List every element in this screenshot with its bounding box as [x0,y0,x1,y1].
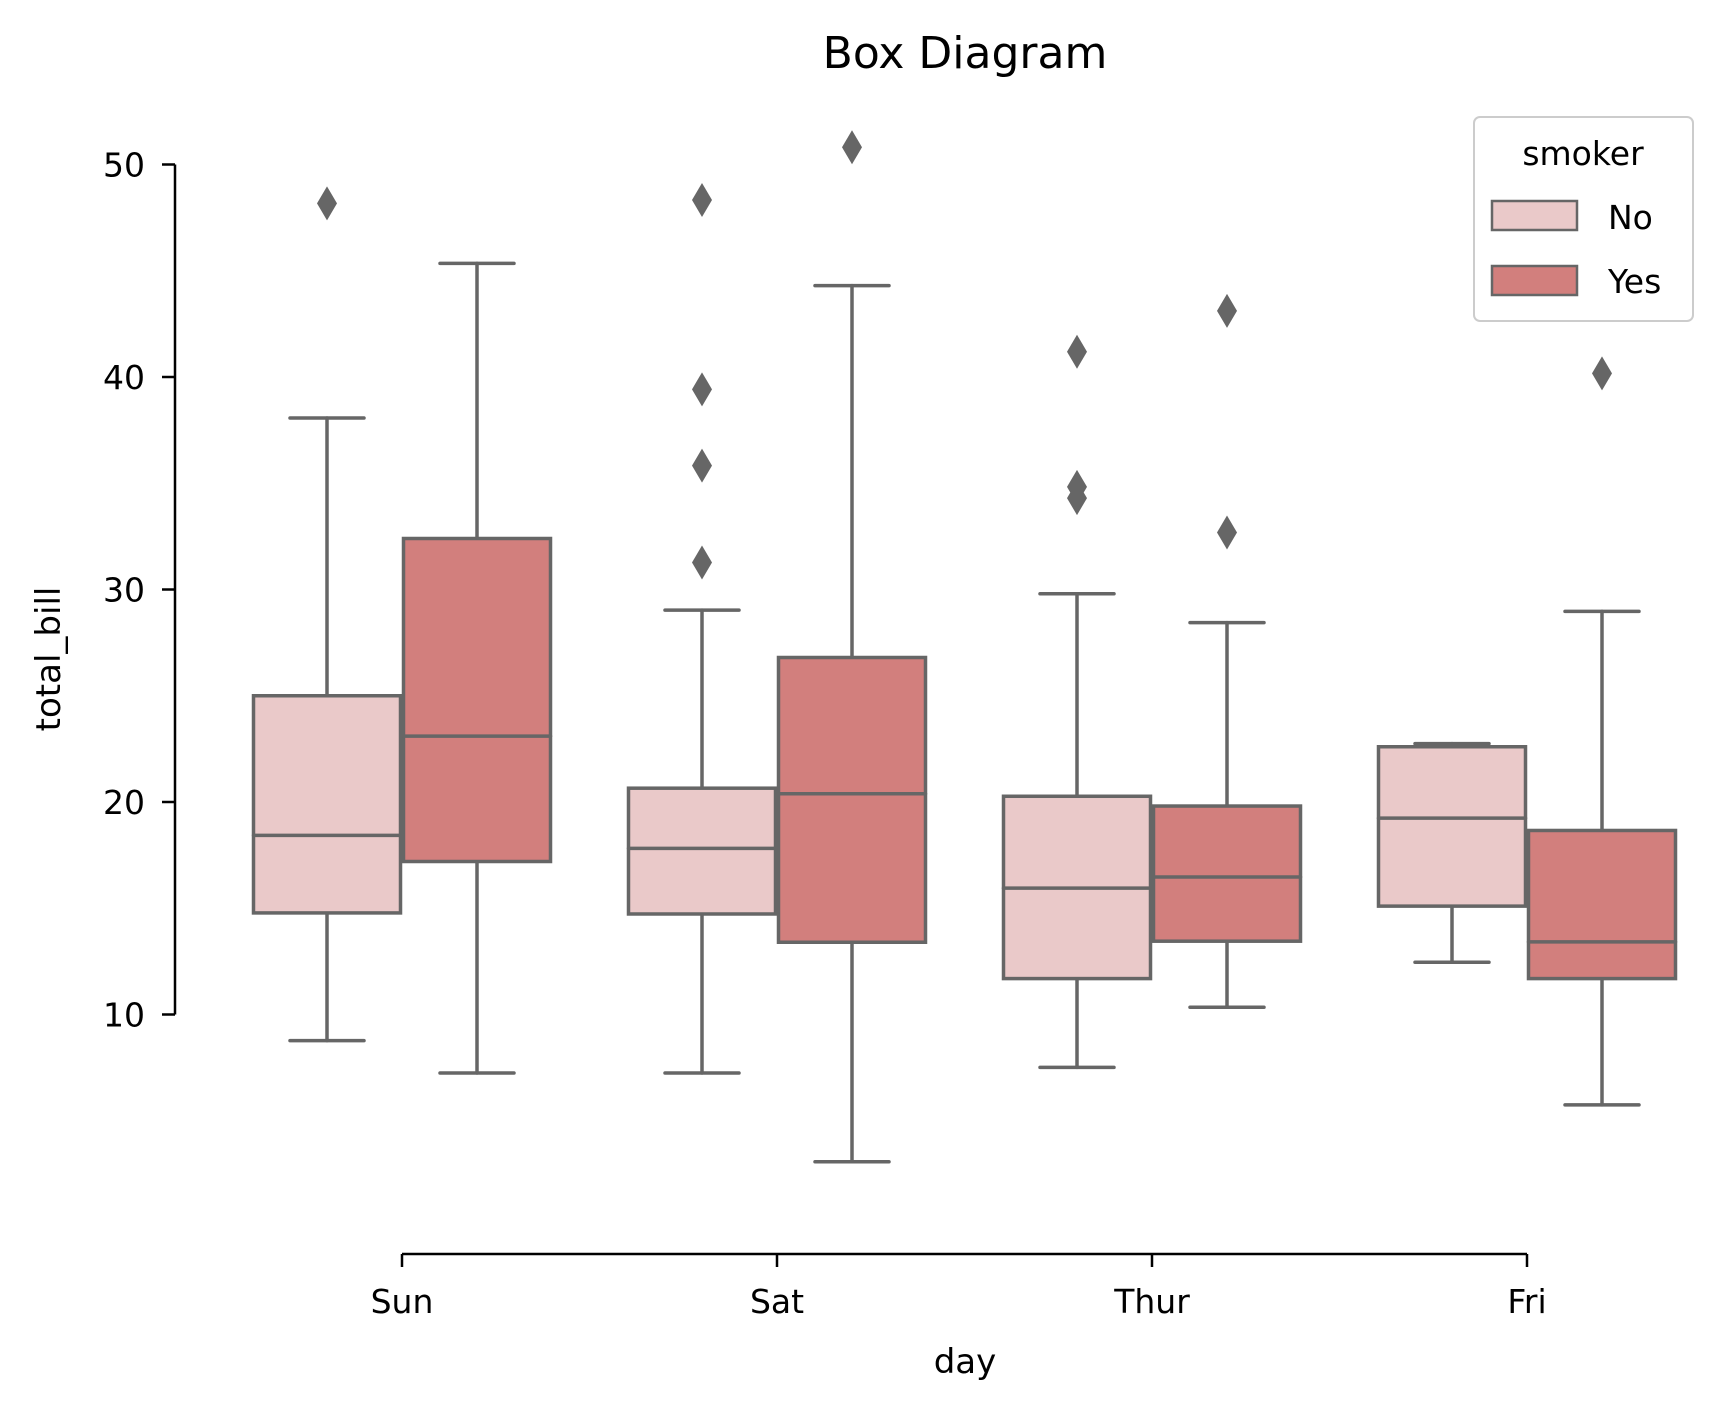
outlier-marker [1067,469,1087,504]
x-axis-label: day [934,1342,997,1382]
box-sun-yes [401,261,553,1075]
y-tick-label: 30 [103,571,145,610]
chart-title: Box Diagram [823,28,1108,79]
box-fri-yes [1526,356,1678,1107]
x-tick-label: Sun [371,1282,434,1321]
plot-area [251,130,1678,1164]
outlier-marker [317,186,337,221]
x-tick-label: Fri [1507,1282,1546,1321]
iqr-box [776,655,928,944]
x-axis-ticks: Sun Sat Thur Fri [371,1254,1547,1321]
box-thur-no [1001,334,1153,1070]
outlier-marker [1217,515,1237,550]
iqr-box [1376,745,1528,908]
y-axis-ticks: 10 20 30 40 50 [103,146,175,1035]
box-fri-no [1376,741,1528,964]
outlier-marker [1592,356,1612,391]
outlier-marker [692,372,712,407]
iqr-box [401,536,553,864]
outlier-marker [692,448,712,483]
outlier-marker [1217,293,1237,328]
y-tick-label: 10 [103,996,145,1035]
legend-swatch-no [1490,199,1579,232]
outlier-marker [1067,334,1087,369]
iqr-box [1526,828,1678,981]
y-tick-label: 20 [103,783,145,822]
box-sun-no [251,186,403,1043]
legend-swatch-yes [1490,264,1579,297]
box-thur-yes [1151,293,1303,1010]
y-tick-label: 40 [103,358,145,397]
iqr-box [626,786,778,916]
outlier-marker [692,182,712,217]
iqr-box [1151,804,1303,943]
x-tick-label: Thur [1113,1282,1190,1321]
legend-label-no: No [1608,198,1653,237]
legend-label-yes: Yes [1607,262,1661,301]
y-axis-label: total_bill [29,587,69,732]
x-tick-label: Sat [750,1282,804,1321]
iqr-box [251,694,403,915]
box-sat-no [626,182,778,1075]
outlier-marker [692,545,712,580]
outlier-marker [842,130,862,165]
y-tick-label: 50 [103,146,145,185]
legend-title: smoker [1522,134,1644,173]
box-sat-yes [776,130,928,1164]
legend: smoker No Yes [1473,116,1694,322]
